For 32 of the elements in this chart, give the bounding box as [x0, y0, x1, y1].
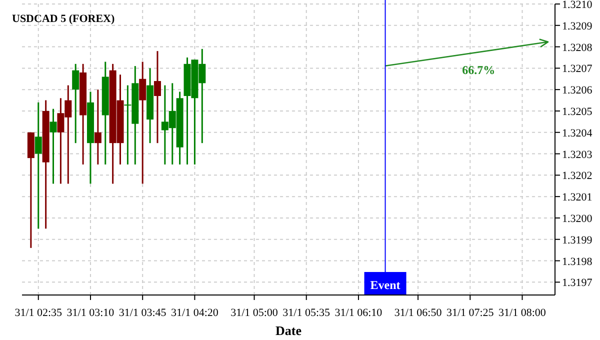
y-tick-label: 1.3207: [562, 63, 593, 76]
x-tick-label: 31/1 04:20: [171, 307, 219, 319]
y-tick-label: 1.3198: [562, 256, 593, 268]
text: USDCAD 5 (FOREX): [12, 13, 115, 25]
x-tick-label: 31/1 03:10: [66, 307, 115, 319]
x-tick-label: 31/1 05:00: [230, 307, 278, 319]
y-tick-label: 1.3197: [562, 277, 593, 290]
candlestick: [94, 88, 102, 166]
x-tick-label: 31/1 05:35: [282, 307, 331, 319]
x-tick-label: 31/1 08:00: [498, 307, 546, 319]
x-tick-label: 31/1 06:50: [394, 307, 442, 319]
y-tick-label: 1.3210: [562, 0, 593, 11]
x-tick-label: 31/1 03:45: [118, 307, 167, 319]
annotation: 66.7%: [462, 62, 496, 77]
y-tick-label: 1.3201: [562, 192, 592, 204]
y-tick-label: 1.3203: [562, 148, 593, 161]
y-tick-label: 1.3205: [562, 106, 593, 118]
y-tick-label: 1.3208: [562, 42, 593, 54]
y-tick-label: 1.3200: [562, 212, 593, 225]
ref-line-label: Event: [370, 278, 400, 292]
x-axis-title: Date: [276, 323, 302, 338]
x-tick-label: 31/1 06:10: [334, 307, 383, 319]
y-tick-label: 1.3209: [562, 20, 593, 32]
candlestick: [72, 63, 80, 144]
candlestick: [154, 50, 161, 144]
candlestick: [50, 108, 57, 184]
y-tick-label: 1.3204: [562, 127, 593, 140]
x-tick-label: 31/1 07:25: [446, 307, 494, 319]
x-tick-label: 31/1 02:35: [14, 307, 63, 319]
y-tick-label: 1.3206: [562, 84, 593, 97]
y-tick-label: 1.3202: [562, 170, 592, 182]
y-tick-label: 1.3199: [562, 234, 593, 246]
